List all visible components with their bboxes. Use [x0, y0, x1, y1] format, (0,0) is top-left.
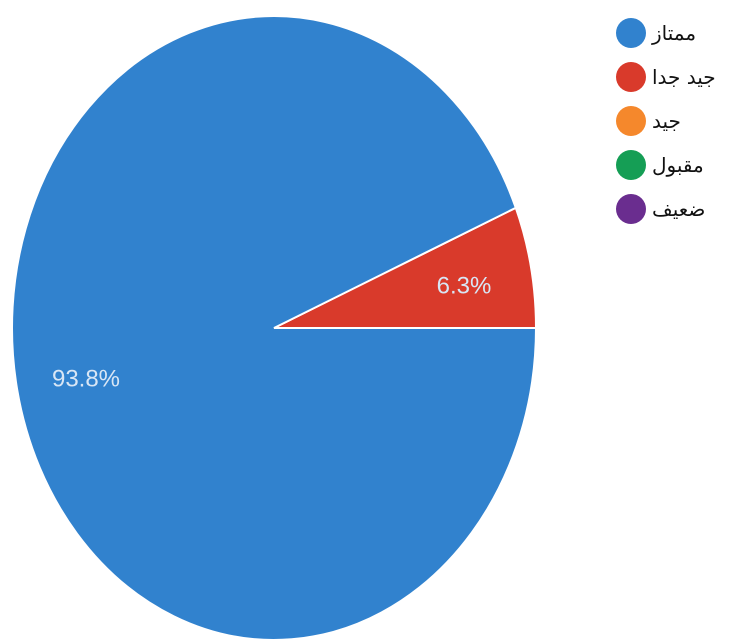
legend-swatch-jayid-jiddan [616, 62, 646, 92]
legend-label-maqbul: مقبول [652, 153, 704, 177]
legend-label-jayid-jiddan: جيد جدا [652, 65, 716, 89]
legend-swatch-mumtaz [616, 18, 646, 48]
legend-swatch-maqbul [616, 150, 646, 180]
legend-label-daif: ضعيف [652, 197, 705, 221]
pie-slice-0[interactable] [12, 16, 536, 640]
slice-value-label-0: 93.8% [52, 365, 120, 392]
legend-item-jayid[interactable]: جيد [608, 100, 748, 142]
legend-label-jayid: جيد [652, 109, 681, 133]
legend-swatch-jayid [616, 106, 646, 136]
slice-value-label-1: 6.3% [437, 272, 492, 299]
legend-swatch-daif [616, 194, 646, 224]
pie-chart: 6.3% 93.8% [0, 0, 560, 640]
legend-item-mumtaz[interactable]: ممتاز [608, 12, 748, 54]
legend-item-maqbul[interactable]: مقبول [608, 144, 748, 186]
legend-item-daif[interactable]: ضعيف [608, 188, 748, 230]
legend: ممتاز جيد جدا جيد مقبول ضعيف [608, 12, 748, 232]
legend-label-mumtaz: ممتاز [652, 21, 696, 45]
legend-item-jayid-jiddan[interactable]: جيد جدا [608, 56, 748, 98]
